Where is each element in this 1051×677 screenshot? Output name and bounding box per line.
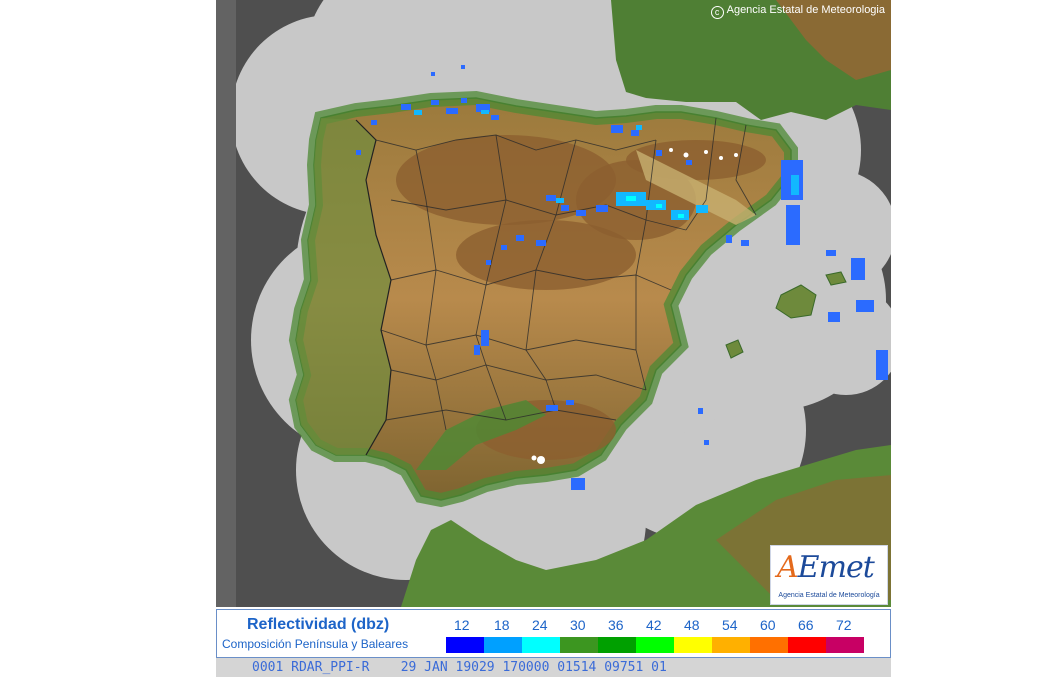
legend-step-swatch <box>522 637 560 653</box>
legend-step-60: 60 <box>750 615 788 655</box>
portugal-land <box>296 118 391 455</box>
legend-step-swatch <box>598 637 636 653</box>
legend-step-label: 30 <box>570 617 586 633</box>
legend-step-label: 18 <box>494 617 510 633</box>
legend-step-swatch <box>484 637 522 653</box>
legend-step-swatch <box>560 637 598 653</box>
legend-step-12: 12 <box>446 615 484 655</box>
aemet-logo: AEmet Agencia Estatal de Meteorología <box>770 545 888 605</box>
legend-step-66: 66 <box>788 615 826 655</box>
legend-step-label: 36 <box>608 617 624 633</box>
legend-step-36: 36 <box>598 615 636 655</box>
legend-step-label: 66 <box>798 617 814 633</box>
legend-step-label: 42 <box>646 617 662 633</box>
region-borders <box>375 117 757 431</box>
radar-status-line: 0001 RDAR_PPI-R 29 JAN 19029 170000 0151… <box>216 658 891 677</box>
radar-frame: c Agencia Estatal de Meteorologia AEmet A… <box>216 0 891 677</box>
aemet-logo-mark: AEmet <box>777 550 875 585</box>
logo-subtitle: Agencia Estatal de Meteorología <box>778 592 880 599</box>
radar-map <box>216 0 891 607</box>
legend-step-swatch <box>636 637 674 653</box>
legend-step-label: 72 <box>836 617 852 633</box>
legend-step-label: 60 <box>760 617 776 633</box>
alps-relief <box>776 0 891 80</box>
logo-letter-a: A <box>777 550 799 585</box>
copyright-notice: c Agencia Estatal de Meteorologia <box>710 4 885 19</box>
legend-step-swatch <box>712 637 750 653</box>
legend-step-swatch <box>826 637 864 653</box>
legend-step-42: 42 <box>636 615 674 655</box>
guadalquivir-valley <box>416 400 546 470</box>
legend-step-swatch <box>446 637 484 653</box>
ebro-valley <box>636 150 756 225</box>
legend-step-label: 54 <box>722 617 738 633</box>
legend-step-swatch <box>750 637 788 653</box>
highland-relief <box>396 135 766 460</box>
legend-step-label: 24 <box>532 617 548 633</box>
legend-title: Reflectividad (dbz) <box>247 616 390 633</box>
radar-echoes <box>356 65 888 490</box>
legend-step-label: 12 <box>454 617 470 633</box>
legend-step-54: 54 <box>712 615 750 655</box>
snow-peaks <box>531 148 738 464</box>
legend-step-48: 48 <box>674 615 712 655</box>
legend-scale: 12 18 24 30 36 42 48 54 60 66 72 <box>446 615 886 655</box>
copyright-icon: c <box>710 6 724 19</box>
sea-outside <box>216 0 236 607</box>
legend-step-swatch <box>674 637 712 653</box>
legend-step-label: 48 <box>684 617 700 633</box>
legend-step-swatch <box>788 637 826 653</box>
legend-step-18: 18 <box>484 615 522 655</box>
logo-letters-emet: Emet <box>797 550 875 585</box>
legend-step-24: 24 <box>522 615 560 655</box>
legend-step-72: 72 <box>826 615 864 655</box>
legend-subtitle: Composición Península y Baleares <box>222 637 409 651</box>
portugal-border <box>355 119 392 456</box>
balearic-islands <box>725 271 847 359</box>
reflectivity-legend: Reflectividad (dbz) Composición Penínsul… <box>216 609 891 658</box>
legend-step-30: 30 <box>560 615 598 655</box>
copyright-text: Agencia Estatal de Meteorologia <box>726 4 885 16</box>
